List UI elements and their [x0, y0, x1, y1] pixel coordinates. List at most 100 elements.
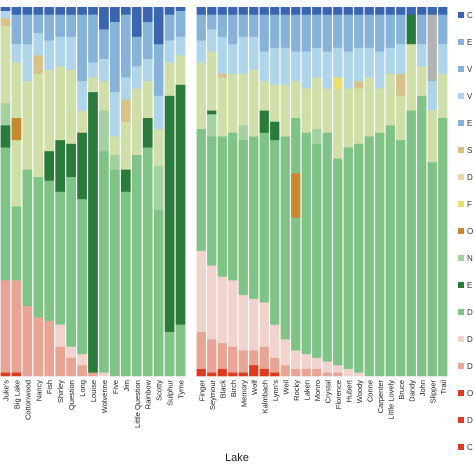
legend-swatch — [458, 228, 464, 234]
bar-segment — [291, 173, 301, 218]
bar-segment — [0, 280, 11, 373]
bar-segment — [438, 14, 448, 45]
bar-segment — [175, 54, 186, 85]
legend-swatch — [458, 174, 464, 180]
bar-segment — [88, 62, 98, 78]
bar-segment — [55, 14, 66, 37]
bar-segment — [364, 47, 374, 78]
bar-segment — [301, 88, 311, 133]
bar-segment — [280, 84, 290, 137]
bar-segment — [301, 51, 311, 89]
x-tick-label: Birch — [229, 380, 238, 397]
bar-segment — [343, 368, 353, 377]
bar-segment — [322, 372, 332, 377]
bar-segment — [396, 7, 406, 15]
bar-segment — [343, 88, 353, 148]
bar-segment — [88, 77, 98, 93]
bar-segment — [131, 7, 142, 37]
bar-segment — [354, 7, 364, 15]
bar-segment — [312, 368, 322, 377]
legend-swatch — [458, 93, 464, 99]
bar-segment — [249, 136, 259, 299]
bar-segment — [0, 372, 11, 377]
bar-segment — [66, 69, 76, 144]
bar-segment — [142, 80, 153, 118]
bar-segment — [153, 209, 164, 377]
x-tick-label: Memory — [239, 380, 248, 407]
bar-segment — [196, 7, 206, 15]
bar-segment — [291, 368, 301, 377]
bar-segment — [33, 32, 44, 56]
legend-swatch — [458, 363, 464, 369]
bar-segment — [66, 143, 76, 178]
bar-segment — [375, 51, 385, 89]
bar-segment — [417, 7, 427, 15]
legend-label: D — [467, 416, 473, 425]
bar-segment — [270, 47, 280, 85]
bar-segment — [406, 14, 416, 45]
bar-segment — [375, 132, 385, 377]
x-tick-label: Tyrne — [177, 380, 186, 399]
bar-segment — [217, 77, 227, 137]
bar-segment — [11, 139, 22, 207]
bar-segment — [55, 7, 66, 15]
legend-swatch — [458, 282, 464, 288]
legend-swatch — [458, 336, 464, 342]
bar-segment — [153, 7, 164, 45]
bar-segment — [354, 372, 364, 377]
bar-segment — [259, 110, 269, 133]
legend-label: V — [467, 92, 473, 101]
legend-label: D — [467, 308, 473, 317]
bar-segment — [33, 176, 44, 318]
bar-segment — [142, 147, 153, 377]
legend-label: E — [467, 119, 472, 128]
bar-segment — [55, 139, 66, 192]
legend-label: C — [467, 11, 473, 20]
bar-segment — [291, 80, 301, 118]
bar-segment — [22, 80, 33, 170]
x-tick-labels: Juke's Big Lake Cottonwood Nancy Fish Shirley… — [1, 379, 447, 428]
bar-segment — [343, 51, 353, 89]
bar-segment — [228, 280, 238, 347]
bar-segment — [11, 372, 22, 377]
bar-segment — [33, 14, 44, 34]
bar-segment — [88, 372, 98, 377]
bar-segment — [249, 298, 259, 351]
bar-segment — [396, 14, 406, 45]
bar-segment — [322, 88, 332, 133]
bar-segment — [270, 324, 280, 358]
x-tick-label: Sulphur — [166, 380, 175, 406]
bar-segment — [11, 117, 22, 141]
x-tick-label: Shirley — [56, 380, 65, 403]
bar-segment — [120, 7, 131, 15]
bar-segment — [153, 43, 164, 96]
bar-segment — [66, 357, 76, 377]
legend-label: N — [467, 254, 473, 263]
legend-label: D — [467, 335, 473, 344]
bar-segment — [153, 165, 164, 211]
bar-segment — [153, 128, 164, 166]
bar-segment — [196, 128, 206, 251]
bar-segment — [291, 117, 301, 174]
x-tick-label: Weil — [281, 380, 290, 395]
bar-segment — [33, 54, 44, 74]
x-tick-label: Rocky — [292, 380, 301, 401]
bar-segment — [22, 7, 33, 15]
bar-segment — [249, 364, 259, 377]
bar-segment — [175, 324, 186, 377]
bar-segment — [164, 7, 175, 15]
bar-segment — [207, 29, 217, 52]
bar-segment — [249, 69, 259, 137]
x-tick-label: Slipper — [428, 380, 437, 404]
x-tick-label: Wolverine — [100, 380, 109, 413]
x-tick-label: Dandy — [407, 380, 416, 402]
bar-segment — [333, 14, 343, 48]
bar-segment — [396, 73, 406, 96]
bar-segment — [142, 21, 153, 59]
bar-segment — [110, 136, 120, 155]
bar-segment — [142, 58, 153, 82]
x-tick-label: Finger — [197, 380, 206, 402]
bar-segment — [427, 110, 437, 163]
bar-segment — [0, 25, 11, 104]
